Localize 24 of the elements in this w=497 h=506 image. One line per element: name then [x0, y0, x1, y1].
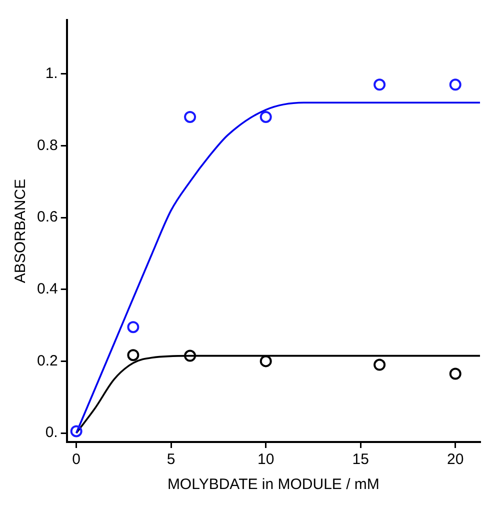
- point: [70, 425, 82, 438]
- point: [260, 355, 272, 368]
- x-tick-label: 5: [166, 451, 176, 468]
- y-axis-title: ABSORBANCE: [12, 178, 30, 284]
- x-tick-label: 15: [352, 451, 369, 468]
- point: [184, 110, 196, 123]
- x-tick-label: 0: [72, 451, 80, 468]
- y-tick-label: 0.4: [36, 280, 58, 298]
- y-tick-label: 0.6: [36, 208, 58, 226]
- point: [374, 358, 386, 371]
- point: [449, 78, 462, 91]
- point: [184, 350, 196, 362]
- point: [127, 349, 140, 362]
- x-axis-title: MOLYBDATE in MODULE / mM: [167, 476, 380, 494]
- y-tick-label: 0.8: [36, 136, 58, 154]
- x-tick-label: 10: [258, 451, 274, 468]
- point: [127, 321, 140, 334]
- y-tick-label: 0.: [45, 424, 58, 442]
- y-tick-label: 1.: [45, 65, 58, 82]
- point: [449, 368, 462, 380]
- point: [374, 78, 386, 91]
- y-tick-label: 0.2: [36, 352, 58, 370]
- point: [260, 110, 272, 123]
- x-tick-label: 20: [447, 451, 464, 468]
